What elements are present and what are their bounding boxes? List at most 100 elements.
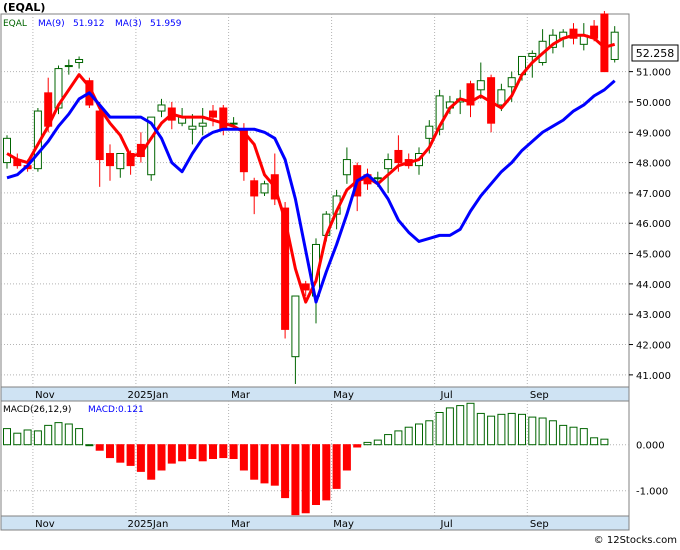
macd-bar-positive bbox=[538, 417, 547, 446]
macd-bar-negative bbox=[229, 444, 238, 460]
macd-bar-positive bbox=[456, 405, 465, 446]
y-tick-label-price: 48.000 bbox=[636, 159, 671, 170]
macd-bar-positive bbox=[394, 430, 403, 446]
x-tick-label-macd: Sep bbox=[530, 519, 549, 530]
macd-bar-negative bbox=[322, 444, 331, 501]
candle-down bbox=[250, 180, 259, 197]
macd-bar-negative bbox=[178, 444, 187, 462]
macd-bar-positive bbox=[54, 422, 63, 446]
y-tick-label-price: 46.000 bbox=[636, 219, 671, 230]
legend-ma9-value: 51.912 bbox=[73, 19, 105, 29]
ma3-line bbox=[6, 33, 616, 304]
x-tick-label-price: Sep bbox=[530, 390, 549, 401]
candle-up bbox=[75, 58, 84, 64]
candle-down bbox=[466, 83, 475, 106]
candle-up bbox=[198, 122, 207, 127]
macd-bar-positive bbox=[600, 438, 609, 446]
x-tick-label-price: Jul bbox=[440, 390, 453, 401]
macd-bar-negative bbox=[353, 444, 362, 448]
y-tick-label-price: 49.000 bbox=[636, 128, 671, 139]
macd-bar-negative bbox=[291, 444, 300, 516]
moving-averages bbox=[6, 33, 616, 304]
grid-lines bbox=[1, 14, 633, 516]
candle-up bbox=[342, 159, 351, 176]
candle-down bbox=[569, 28, 578, 39]
macd-bar-positive bbox=[384, 434, 393, 446]
legend-symbol: EQAL bbox=[3, 19, 27, 29]
macd-bar-negative bbox=[239, 444, 248, 471]
legend-ma3-label: MA(3) bbox=[115, 19, 142, 29]
ma9-line bbox=[6, 79, 616, 304]
legend-ma9-label: MA(9) bbox=[38, 19, 65, 29]
macd-bar-negative bbox=[219, 444, 228, 459]
macd-bar-positive bbox=[415, 423, 423, 446]
macd-bar-negative bbox=[116, 444, 125, 463]
x-tick-label-macd: Mar bbox=[231, 519, 251, 530]
candle-up bbox=[425, 125, 434, 139]
y-tick-label-price: 44.000 bbox=[636, 280, 671, 291]
candle-up bbox=[64, 65, 73, 68]
y-tick-label-price: 45.000 bbox=[636, 250, 671, 261]
watermark: © 12Stocks.com bbox=[594, 535, 677, 546]
y-tick-label-macd: -1.000 bbox=[636, 487, 668, 498]
macd-bar-negative bbox=[260, 444, 269, 484]
candle-down bbox=[219, 107, 228, 130]
price-panel-frame bbox=[0, 13, 630, 402]
macd-legend-value: MACD:0.121 bbox=[88, 405, 144, 415]
macd-bar-positive bbox=[435, 412, 444, 446]
macd-bar-positive bbox=[13, 432, 22, 446]
macd-bar-negative bbox=[157, 444, 166, 471]
chart-title: (EQAL) bbox=[3, 1, 45, 14]
macd-bar-positive bbox=[579, 428, 588, 446]
macd-bar-negative bbox=[188, 444, 197, 460]
candle-up bbox=[116, 152, 125, 170]
x-tick-label-macd: May bbox=[333, 519, 354, 530]
macd-bar-positive bbox=[44, 424, 53, 446]
macd-bar-positive bbox=[3, 428, 11, 446]
x-tick-label-price: Mar bbox=[231, 390, 251, 401]
macd-bar-positive bbox=[23, 429, 32, 446]
macd-bar-negative bbox=[281, 444, 290, 499]
candle-down bbox=[394, 149, 403, 164]
macd-bar-positive bbox=[425, 420, 434, 446]
macd-bar-negative bbox=[342, 444, 351, 471]
candle-up bbox=[291, 295, 300, 358]
macd-bar-negative bbox=[95, 444, 104, 451]
macd-bar-positive bbox=[518, 413, 526, 446]
macd-bar-positive bbox=[85, 444, 94, 447]
candle-down bbox=[301, 283, 310, 291]
macd-bar-positive bbox=[404, 426, 413, 446]
candle-up bbox=[157, 104, 166, 112]
candle-up bbox=[497, 89, 506, 106]
macd-bar-negative bbox=[332, 444, 341, 489]
macd-bar-positive bbox=[476, 412, 485, 446]
candle-up bbox=[528, 52, 537, 57]
candle-up bbox=[188, 125, 197, 130]
macd-bar-positive bbox=[548, 420, 557, 446]
y-tick-label-price: 41.000 bbox=[636, 371, 671, 382]
legend-ma3-value: 51.959 bbox=[150, 19, 182, 29]
x-tick-label-price: May bbox=[333, 390, 354, 401]
macd-date-axis-band bbox=[0, 515, 630, 531]
macd-bar-positive bbox=[33, 430, 42, 446]
tick-labels: Nov Nov 2025Jan 2025Jan Mar Mar May May Jul Jul Se… bbox=[35, 68, 671, 530]
x-tick-label-price: Nov bbox=[35, 390, 55, 401]
macd-bar-negative bbox=[198, 444, 207, 462]
candle-down bbox=[209, 110, 217, 118]
macd-bar-positive bbox=[590, 437, 599, 446]
macd-bar-negative bbox=[126, 444, 135, 466]
candle-up bbox=[507, 77, 516, 88]
y-tick-label-price: 50.000 bbox=[636, 98, 671, 109]
macd-bar-negative bbox=[136, 444, 145, 472]
macd-legend-label: MACD(26,12,9) bbox=[3, 405, 71, 415]
macd-bar-positive bbox=[507, 412, 516, 446]
macd-bar-positive bbox=[497, 413, 506, 446]
macd-bar-positive bbox=[445, 407, 454, 446]
macd-bar-positive bbox=[373, 439, 382, 446]
candle-up bbox=[384, 159, 393, 170]
x-tick-label-macd: Nov bbox=[35, 519, 55, 530]
macd-bar-positive bbox=[363, 441, 372, 446]
macd-bar-positive bbox=[64, 423, 73, 446]
macd-bar-positive bbox=[569, 426, 578, 446]
candle-down bbox=[106, 152, 114, 167]
